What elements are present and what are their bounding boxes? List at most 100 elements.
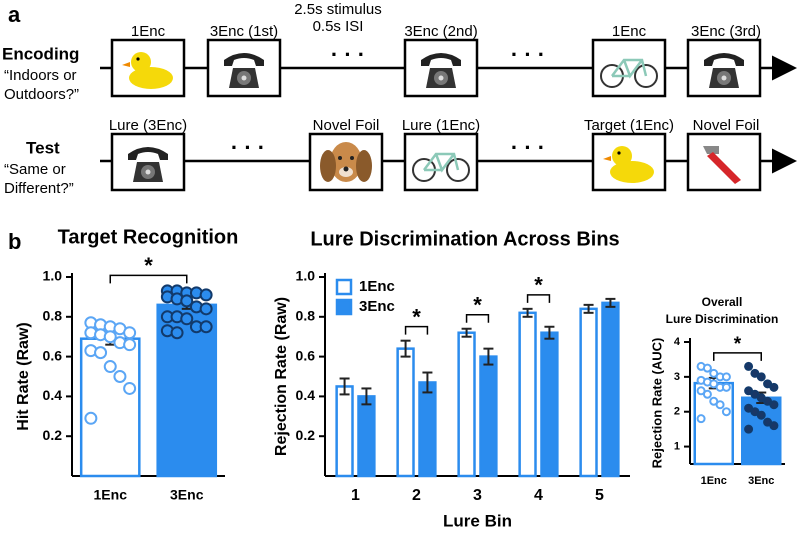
y-tick-label: 0.4 [43,387,63,403]
bar [601,301,620,478]
x-tick-label: 3 [473,487,482,504]
data-point [721,407,731,417]
chart-title: Lure Discrimination Across Bins [310,228,619,250]
bar [693,381,734,466]
y-tick-label: 0.4 [296,387,316,403]
data-point [744,361,754,371]
y-tick-label: 0.8 [296,308,316,324]
legend-swatch [335,298,353,316]
stimulus-label: 3Enc (3rd) [691,23,761,40]
error-bar [422,371,433,394]
x-tick-label: 3Enc [170,487,204,503]
error-bar [483,347,494,366]
data-point [769,421,779,431]
stimulus [403,132,479,192]
row-prompt: “Same or [4,161,66,178]
panel-label: b [8,229,21,254]
data-point [84,411,98,425]
significance-label: * [412,304,421,329]
stimulus [591,38,667,98]
timing-text: 0.5s ISI [313,18,364,35]
y-tick-label: 2 [674,406,680,418]
error-bar [361,387,372,406]
chart-title: Overall [702,295,743,309]
data-point [123,338,137,352]
data-point [180,312,194,326]
data-point [756,410,766,420]
data-point [199,288,213,302]
y-tick-label: 0.2 [296,427,316,443]
stimulus [403,38,479,98]
x-tick-label: 3Enc [748,475,774,487]
error-bar [461,327,472,338]
significance-bracket [465,313,490,323]
data-point [123,326,137,340]
row-title: Encoding [2,44,79,63]
ellipsis: · · · [331,42,365,67]
data-point [199,320,213,334]
data-point [769,382,779,392]
data-point [103,330,117,344]
bar [335,385,354,478]
stimulus [686,132,762,192]
significance-bracket [526,294,551,303]
stimulus-label: Target (1Enc) [584,117,674,134]
stimulus [686,38,762,98]
chart-title: Lure Discrimination [666,312,779,326]
error-bar [583,303,594,314]
significance-label: * [473,293,482,318]
error-bar [522,307,533,318]
legend-label: 1Enc [359,278,395,295]
data-point [94,346,108,360]
y-tick-label: 0.6 [43,347,63,363]
stimulus-label: 1Enc [612,23,647,40]
error-bar [339,377,350,396]
bar [396,347,415,478]
legend-swatch [335,278,353,296]
bar [418,381,437,478]
y-tick-label: 0.8 [43,308,63,324]
data-point [170,326,184,340]
x-tick-label: 2 [412,487,421,504]
row-prompt: Different?” [4,180,74,197]
bar [457,331,476,478]
data-point [103,360,117,374]
y-tick-label: 1.0 [296,268,316,284]
stimulus-label: Novel Foil [313,117,380,134]
significance-label: * [144,253,153,278]
y-tick-label: 0.2 [43,427,63,443]
ellipsis: · · · [511,135,545,160]
significance-bracket [713,352,762,361]
panel-a: a 2.5s stimulus 0.5s ISI Encoding “Indoo… [2,1,797,197]
data-point [180,294,194,308]
stimulus-label: Lure (1Enc) [402,117,480,134]
x-tick-label: 1Enc [701,475,727,487]
y-tick-label: 0.6 [296,347,316,363]
bar [579,307,598,478]
bar [79,337,141,478]
data-point [113,370,127,383]
stimulus-label: 3Enc (1st) [210,23,278,40]
y-tick-label: 3 [674,371,680,383]
data-point [702,363,712,373]
row-prompt: Outdoors?” [4,86,79,103]
stimulus-label: Novel Foil [693,117,760,134]
data-point [199,302,213,316]
stimulus-label: 1Enc [131,23,166,40]
data-point [702,389,712,399]
row-title: Test [26,138,60,157]
significance-label: * [734,334,742,355]
stimulus [206,38,282,98]
data-point [721,382,731,392]
x-axis-label: Lure Bin [443,511,512,530]
data-point [769,400,779,410]
stimulus-label: Lure (3Enc) [109,117,187,134]
error-bar [400,339,411,358]
stimulus [110,38,186,98]
error-bar [605,297,616,308]
ellipsis: · · · [511,42,545,67]
stimulus [110,132,186,192]
data-point [721,372,731,382]
y-axis-label: Hit Rate (Raw) [15,322,32,430]
